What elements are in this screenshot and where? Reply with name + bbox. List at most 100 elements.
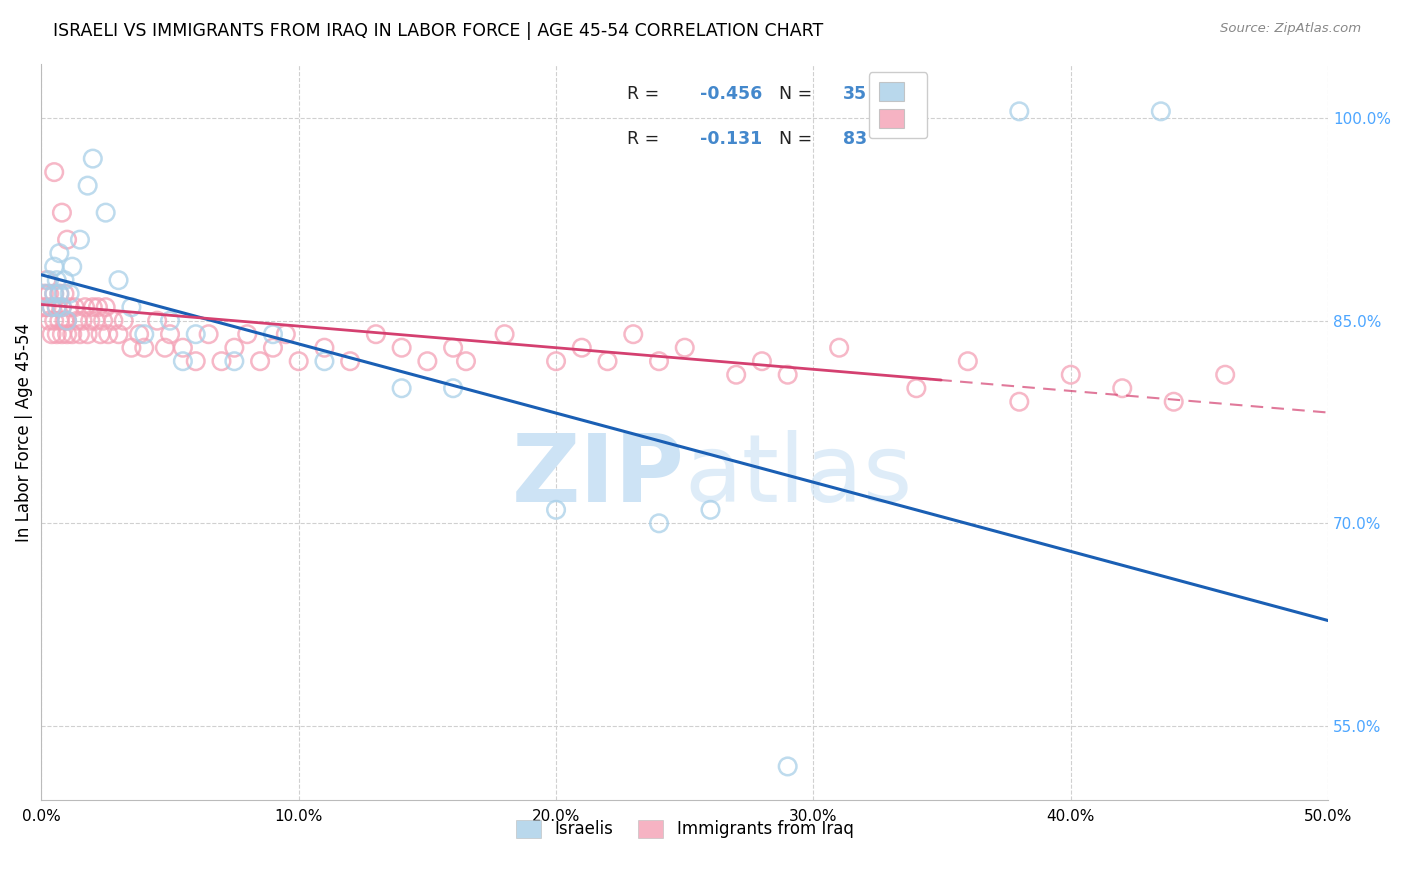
Point <box>66 314 89 328</box>
Point <box>224 354 246 368</box>
Point <box>107 327 129 342</box>
Point <box>79 314 101 328</box>
Point <box>69 327 91 342</box>
Y-axis label: In Labor Force | Age 45-54: In Labor Force | Age 45-54 <box>15 323 32 541</box>
Point <box>197 327 219 342</box>
Point <box>51 205 73 219</box>
Point <box>41 327 63 342</box>
Point <box>91 314 114 328</box>
Point <box>44 286 66 301</box>
Point <box>69 233 91 247</box>
Point <box>44 260 66 274</box>
Text: 83: 83 <box>844 130 868 148</box>
Point <box>648 516 671 531</box>
Point <box>172 354 194 368</box>
Point <box>51 300 73 314</box>
Point <box>72 314 94 328</box>
Point <box>56 314 79 328</box>
Point <box>1060 368 1083 382</box>
Point <box>725 368 748 382</box>
Point <box>56 327 79 342</box>
Point <box>48 286 70 301</box>
Point <box>76 178 98 193</box>
Point <box>41 300 63 314</box>
Point <box>51 300 73 314</box>
Point <box>35 286 58 301</box>
Point <box>56 314 79 328</box>
Point <box>84 314 107 328</box>
Point <box>391 381 413 395</box>
Point <box>94 205 117 219</box>
Point <box>905 381 928 395</box>
Point <box>828 341 851 355</box>
Point <box>441 341 464 355</box>
Point <box>236 327 259 342</box>
Point <box>82 300 104 314</box>
Point <box>38 273 60 287</box>
Point <box>103 314 125 328</box>
Point <box>262 327 284 342</box>
Point <box>38 314 60 328</box>
Point <box>648 354 671 368</box>
Point <box>38 286 60 301</box>
Point <box>134 327 156 342</box>
Point <box>1008 394 1031 409</box>
Point <box>153 341 176 355</box>
Point <box>571 341 593 355</box>
Point <box>211 354 233 368</box>
Point <box>262 341 284 355</box>
Point <box>60 327 83 342</box>
Point <box>48 246 70 260</box>
Point <box>59 300 82 314</box>
Point <box>41 300 63 314</box>
Text: Source: ZipAtlas.com: Source: ZipAtlas.com <box>1220 22 1361 36</box>
Point <box>44 165 66 179</box>
Point <box>596 354 619 368</box>
Text: atlas: atlas <box>685 430 912 523</box>
Point <box>107 273 129 287</box>
Text: R =: R = <box>627 130 665 148</box>
Point <box>249 354 271 368</box>
Point <box>776 368 799 382</box>
Point <box>1163 394 1185 409</box>
Point <box>699 503 721 517</box>
Text: ZIP: ZIP <box>512 430 685 523</box>
Point <box>128 327 150 342</box>
Point <box>53 314 76 328</box>
Point <box>45 327 67 342</box>
Point <box>454 354 477 368</box>
Point <box>60 260 83 274</box>
Point <box>48 314 70 328</box>
Point <box>75 300 97 314</box>
Point <box>32 286 55 301</box>
Point <box>45 300 67 314</box>
Point <box>364 327 387 342</box>
Point <box>544 503 567 517</box>
Point <box>956 354 979 368</box>
Point <box>224 341 246 355</box>
Point <box>94 300 117 314</box>
Point <box>48 286 70 301</box>
Point <box>494 327 516 342</box>
Point <box>45 273 67 287</box>
Point <box>35 300 58 314</box>
Point <box>1213 368 1236 382</box>
Text: N =: N = <box>779 130 817 148</box>
Legend: Israelis, Immigrants from Iraq: Israelis, Immigrants from Iraq <box>509 813 860 845</box>
Point <box>35 273 58 287</box>
Text: 35: 35 <box>844 85 868 103</box>
Point <box>134 341 156 355</box>
Point <box>159 327 181 342</box>
Point <box>97 327 120 342</box>
Text: -0.131: -0.131 <box>700 130 762 148</box>
Point <box>751 354 773 368</box>
Point <box>274 327 297 342</box>
Text: N =: N = <box>779 85 817 103</box>
Point <box>44 286 66 301</box>
Point <box>32 300 55 314</box>
Point <box>59 286 82 301</box>
Point <box>82 152 104 166</box>
Point <box>184 327 207 342</box>
Text: -0.456: -0.456 <box>700 85 762 103</box>
Point <box>184 354 207 368</box>
